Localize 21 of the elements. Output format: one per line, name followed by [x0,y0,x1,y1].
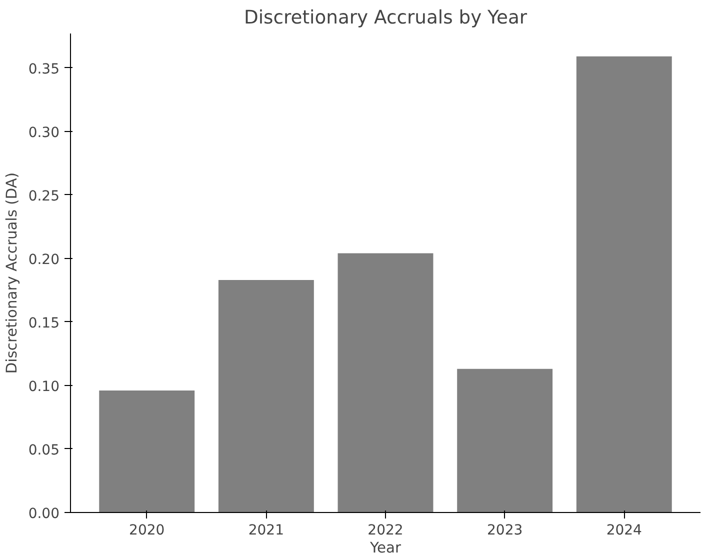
y-tick-label: 0.15 [28,315,60,332]
y-tick-label: 0.00 [28,506,60,522]
y-tick-label: 0.20 [28,252,60,268]
bar [99,390,195,512]
bar [218,280,314,512]
x-axis-title: Year [368,540,402,556]
bar [576,56,672,512]
x-tick-label: 2022 [368,522,404,538]
x-tick-label: 2020 [129,522,165,538]
bar [457,368,553,512]
y-tick-label: 0.10 [28,378,60,395]
x-tick-label: 2024 [606,522,642,538]
y-tick-label: 0.05 [28,442,60,458]
bar [338,253,434,512]
x-tick-label: 2023 [487,522,523,538]
x-tick-label: 2021 [248,522,284,538]
y-axis-title: Discretionary Accruals (DA) [3,172,20,374]
chart-title: Discretionary Accruals by Year [244,8,528,28]
y-tick-label: 0.30 [28,124,60,141]
y-tick-label: 0.25 [28,188,60,204]
y-tick-label: 0.35 [28,61,60,78]
